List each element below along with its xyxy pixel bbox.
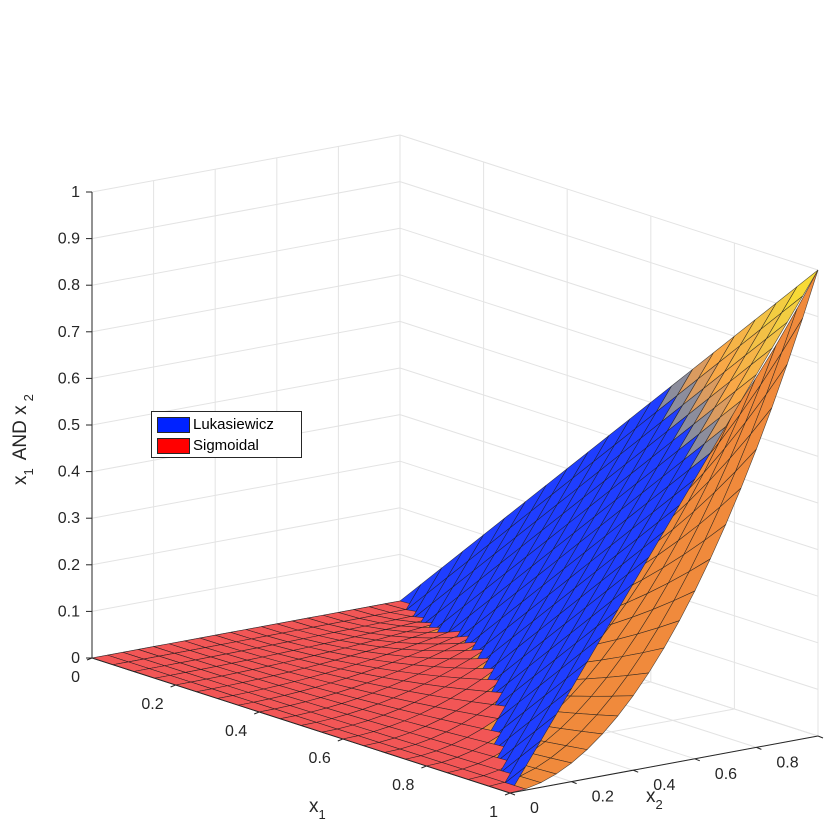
x-tick-label: 0.4 bbox=[225, 723, 247, 740]
z-axis-label: x1AND x2 bbox=[10, 394, 36, 485]
grid-line bbox=[399, 181, 819, 318]
y-tick-mark bbox=[756, 746, 762, 750]
y-tick-mark bbox=[633, 769, 639, 773]
x-axis-label: x1 bbox=[309, 796, 326, 822]
axes-lines bbox=[86, 191, 824, 796]
legend-swatch-sigmoidal bbox=[157, 437, 190, 454]
z-tick-label: 1 bbox=[71, 184, 80, 201]
tick-labels: 0 0.2 0.4 0.6 0.8 1 0 0.2 0.4 0.6 0.8 1 0 0.1 0.2 0.3 0.… bbox=[58, 184, 799, 821]
z-tick-label: 0 bbox=[71, 650, 80, 667]
y-tick-label: 0.6 bbox=[715, 766, 737, 783]
legend-label-sigmoidal: Sigmoidal bbox=[193, 437, 259, 454]
z-tick-label: 0.4 bbox=[58, 464, 80, 481]
grid-line bbox=[399, 134, 819, 271]
legend-swatch-lukasiewicz bbox=[157, 416, 190, 433]
x-tick-mark bbox=[421, 765, 427, 769]
legend-item-sigmoidal: Sigmoidal bbox=[157, 435, 296, 456]
grid-line bbox=[91, 274, 401, 333]
x-tick-mark bbox=[504, 792, 511, 796]
legend-label-lukasiewicz: Lukasiewicz bbox=[193, 416, 274, 433]
x-tick-label: 0.8 bbox=[392, 777, 414, 794]
x-tick-label: 1 bbox=[489, 804, 498, 821]
y-tick-mark bbox=[509, 792, 516, 796]
x-axis-line bbox=[91, 657, 511, 794]
y-axis-label: x2 bbox=[646, 786, 663, 812]
grid-line bbox=[91, 181, 401, 240]
z-tick-label: 0.5 bbox=[58, 417, 80, 434]
y-tick-mark bbox=[571, 781, 577, 785]
grid-line bbox=[91, 553, 401, 612]
y-tick-label: 0.8 bbox=[776, 754, 798, 771]
z-tick-label: 0.6 bbox=[58, 370, 80, 387]
grid-line bbox=[91, 460, 401, 519]
z-tick-label: 0.3 bbox=[58, 510, 80, 527]
legend: Lukasiewicz Sigmoidal bbox=[151, 411, 302, 458]
grid-line bbox=[91, 507, 401, 566]
grid-line bbox=[91, 320, 401, 379]
x-tick-label: 0.2 bbox=[141, 696, 163, 713]
surface-plot bbox=[91, 269, 819, 794]
x-tick-mark bbox=[337, 738, 343, 742]
y-tick-label: 0.2 bbox=[592, 789, 614, 806]
z-tick-label: 0.7 bbox=[58, 324, 80, 341]
legend-item-lukasiewicz: Lukasiewicz bbox=[157, 414, 296, 435]
y-axis-line bbox=[509, 735, 819, 794]
x-tick-mark bbox=[170, 684, 176, 688]
y-tick-mark bbox=[817, 735, 824, 739]
grid-line bbox=[91, 227, 401, 286]
z-tick-label: 0.8 bbox=[58, 277, 80, 294]
z-tick-label: 0.9 bbox=[58, 231, 80, 248]
z-tick-label: 0.2 bbox=[58, 557, 80, 574]
y-tick-label: 0.4 bbox=[653, 777, 675, 794]
y-tick-mark bbox=[694, 758, 700, 762]
x-tick-mark bbox=[254, 711, 260, 715]
z-tick-label: 0.1 bbox=[58, 603, 80, 620]
y-tick-label: 0 bbox=[530, 800, 539, 817]
grid-line bbox=[91, 134, 401, 193]
grid-line bbox=[91, 367, 401, 426]
x-tick-label: 0 bbox=[71, 669, 80, 686]
x-tick-label: 0.6 bbox=[309, 750, 331, 767]
